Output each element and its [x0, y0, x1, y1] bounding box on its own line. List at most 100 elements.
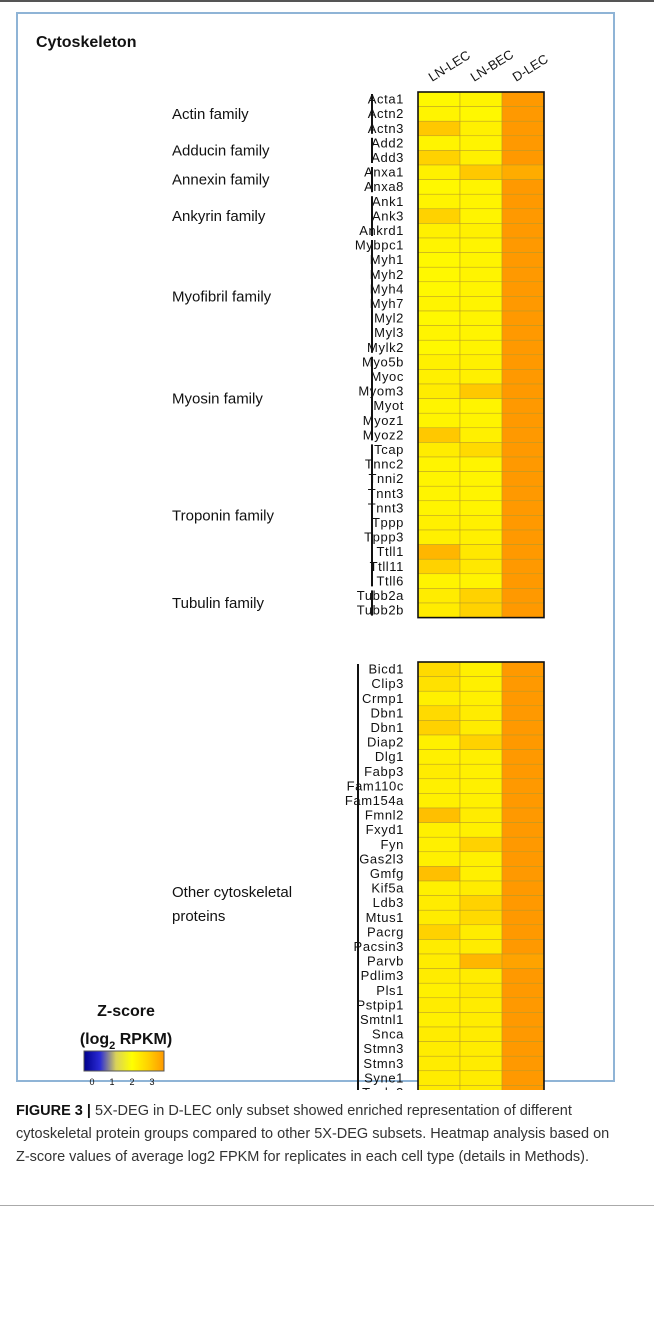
gene-label: Add3 — [371, 150, 404, 165]
heatmap-cell — [417, 223, 461, 239]
gene-label: Myl3 — [374, 325, 404, 340]
heatmap-cell — [501, 179, 545, 195]
heatmap-cell — [417, 778, 461, 794]
heatmap-cell — [417, 720, 461, 736]
gene-label: Ttll6 — [376, 573, 404, 588]
gene-label: Myh2 — [370, 267, 404, 282]
heatmap-cell — [501, 836, 545, 853]
heatmap-cell — [417, 1085, 461, 1090]
bottom-rule — [0, 1205, 654, 1206]
heatmap-cell — [417, 734, 461, 750]
heatmap-cell — [417, 807, 461, 823]
heatmap-cell — [459, 369, 503, 385]
gene-label: Pls1 — [376, 983, 404, 998]
heatmap-cell — [501, 1026, 545, 1042]
heatmap-cell — [417, 91, 461, 107]
heatmap-block-border — [417, 661, 545, 1090]
heatmap-cell — [501, 602, 545, 618]
heatmap-cell — [459, 968, 503, 984]
column-label: LN-BEC — [468, 47, 516, 85]
gene-label: Ttll1 — [376, 544, 404, 559]
legend-subtitle: (log2 RPKM) — [80, 1031, 172, 1052]
legend-tick-label: 0 — [89, 1077, 94, 1087]
heatmap-cell — [501, 223, 545, 239]
heatmap-cell — [501, 120, 545, 137]
gene-label: Myl2 — [374, 311, 404, 326]
heatmap-cell — [501, 558, 545, 575]
heatmap-cell — [501, 895, 545, 911]
heatmap-cell — [501, 369, 545, 385]
heatmap-cell — [459, 281, 503, 297]
heatmap-cell — [501, 1085, 545, 1090]
family-label: Other cytoskeletal — [172, 884, 292, 901]
family-label: Ankyrin family — [172, 208, 266, 225]
heatmap-cell — [501, 339, 545, 356]
gene-label: Dbn1 — [371, 720, 404, 735]
heatmap-cell — [501, 529, 545, 545]
heatmap-cell — [459, 471, 503, 487]
column-label: LN-LEC — [426, 47, 473, 84]
heatmap-cell — [501, 281, 545, 297]
family-label: Annexin family — [172, 172, 270, 189]
top-rule — [0, 0, 654, 2]
heatmap-cell — [501, 690, 545, 707]
heatmap-cell — [417, 427, 461, 443]
heatmap-cell — [417, 982, 461, 999]
legend-tick-label: 2 — [129, 1077, 134, 1087]
heatmap-cell — [459, 1085, 503, 1090]
gene-label: Stmn3 — [363, 1056, 404, 1071]
gene-label: Bicd1 — [368, 662, 404, 677]
heatmap-cell — [501, 456, 545, 472]
heatmap-cell — [417, 661, 461, 677]
heatmap-cell — [417, 793, 461, 809]
gene-label: Smtnl1 — [360, 1012, 404, 1027]
heatmap-cell — [417, 763, 461, 780]
heatmap-cell — [459, 150, 503, 166]
family-label: Myosin family — [172, 391, 263, 408]
gene-label: Add2 — [371, 135, 404, 150]
heatmap-cell — [417, 1012, 461, 1028]
gene-label: Snca — [372, 1027, 404, 1042]
heatmap-cell — [501, 500, 545, 516]
legend-tick-label: 1 — [109, 1077, 114, 1087]
gene-label: Tagln3 — [362, 1085, 404, 1090]
heatmap-cell — [417, 924, 461, 940]
gene-label: Fam154a — [345, 793, 404, 808]
gene-label: Myoc — [371, 369, 404, 384]
gene-label: Pstpip1 — [356, 997, 404, 1012]
heatmap-cell — [459, 325, 503, 341]
heatmap-cell — [501, 822, 545, 838]
heatmap-cell — [417, 500, 461, 516]
legend-color-bar — [83, 1050, 165, 1072]
heatmap-cell — [501, 1055, 545, 1072]
heatmap-cell — [501, 193, 545, 210]
heatmap-cell — [417, 690, 461, 707]
heatmap-cell — [417, 296, 461, 312]
heatmap-cell — [417, 164, 461, 180]
family-label: Tubulin family — [172, 595, 264, 612]
gene-label: Tnnt3 — [368, 500, 404, 515]
heatmap-cell — [501, 851, 545, 867]
gene-label: Myoz1 — [363, 413, 404, 428]
gene-label: Myh4 — [370, 281, 404, 296]
heatmap-cell — [417, 456, 461, 472]
gene-label: Acta1 — [368, 92, 404, 107]
heatmap-cell — [501, 237, 545, 253]
heatmap-cell — [501, 573, 545, 589]
heatmap-cell — [501, 398, 545, 414]
heatmap-cell — [417, 676, 461, 692]
heatmap-cell — [459, 836, 503, 853]
heatmap-cell — [417, 953, 461, 969]
gene-label: Gmfg — [370, 866, 404, 881]
heatmap-cell — [501, 296, 545, 312]
heatmap-cell — [501, 661, 545, 677]
heatmap-cell — [459, 1026, 503, 1042]
heatmap-cell — [417, 106, 461, 122]
heatmap-cell — [501, 150, 545, 166]
heatmap-cell — [501, 544, 545, 560]
heatmap-cell — [417, 179, 461, 195]
heatmap-cell — [417, 558, 461, 575]
heatmap-cell — [417, 252, 461, 268]
gene-label: Dlg1 — [375, 749, 404, 764]
heatmap-cell — [417, 822, 461, 838]
